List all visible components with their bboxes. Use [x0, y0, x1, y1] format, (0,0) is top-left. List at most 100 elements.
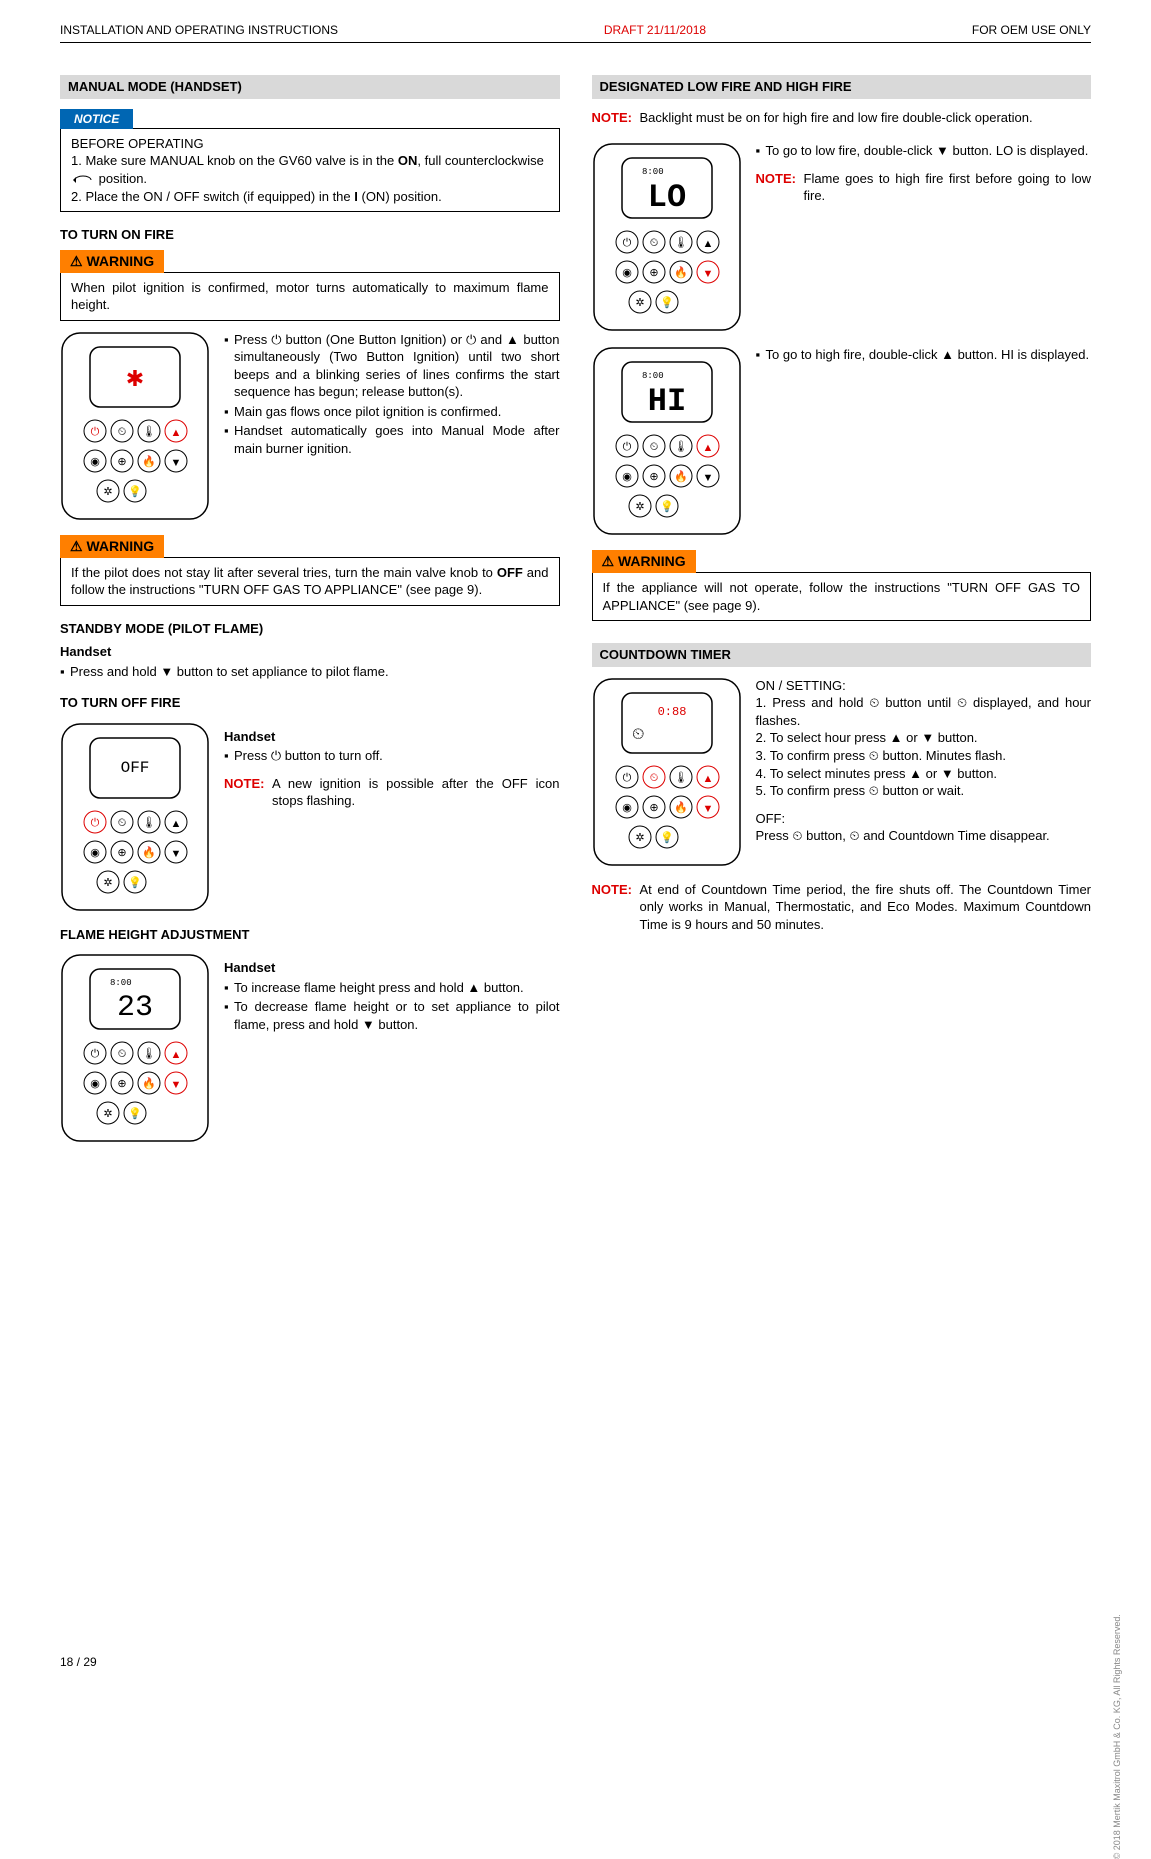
svg-text:⏻: ⏻ [91, 426, 100, 438]
svg-text:🌡: 🌡 [142, 816, 156, 829]
svg-text:🌡: 🌡 [674, 771, 688, 784]
svg-text:✲: ✲ [103, 1108, 112, 1120]
svg-text:🔥: 🔥 [142, 846, 156, 859]
countdown-note: NOTE: At end of Countdown Time period, t… [592, 881, 1092, 934]
svg-text:⊕: ⊕ [117, 456, 126, 468]
warning-label-3: WARNING [592, 550, 696, 573]
handset-label-2: Handset [224, 728, 560, 746]
svg-text:⏲: ⏲ [632, 726, 644, 743]
standby-heading: STANDBY MODE (PILOT FLAME) [60, 620, 560, 638]
svg-text:▲: ▲ [702, 773, 713, 785]
svg-text:▼: ▼ [171, 848, 182, 860]
warning-label-2: WARNING [60, 535, 164, 558]
svg-text:💡: 💡 [128, 1107, 142, 1120]
warning-box-1: When pilot ignition is confirmed, motor … [60, 272, 560, 321]
svg-text:⏲: ⏲ [649, 441, 658, 453]
svg-text:⏲: ⏲ [649, 237, 658, 249]
lohi-note: NOTE: Backlight must be on for high fire… [592, 109, 1092, 127]
svg-text:◉: ◉ [622, 267, 632, 279]
svg-text:⏲: ⏲ [649, 772, 658, 784]
svg-text:◉: ◉ [622, 471, 632, 483]
svg-text:🔥: 🔥 [674, 266, 688, 279]
svg-text:▼: ▼ [171, 1079, 182, 1091]
svg-text:8:00: 8:00 [642, 371, 664, 381]
right-column: DESIGNATED LOW FIRE AND HIGH FIRE NOTE: … [592, 75, 1092, 1157]
svg-text:🌡: 🌡 [674, 236, 688, 249]
svg-text:OFF: OFF [121, 759, 150, 777]
section-countdown: COUNTDOWN TIMER [592, 643, 1092, 667]
svg-text:💡: 💡 [660, 831, 674, 844]
remote-hi: 8:00 HI ⏻ ⏲ 🌡 ▲ ◉ ⊕ 🔥 ▼ ✲ 💡 [592, 346, 742, 536]
warning-box-3: If the appliance will not operate, follo… [592, 572, 1092, 621]
svg-text:0:88: 0:88 [657, 705, 686, 719]
svg-text:▼: ▼ [702, 472, 713, 484]
svg-text:💡: 💡 [128, 876, 142, 889]
svg-text:✲: ✲ [635, 297, 644, 309]
warning-block-1: WARNING When pilot ignition is confirmed… [60, 250, 560, 321]
svg-text:⏻: ⏻ [91, 1048, 100, 1060]
svg-text:⊕: ⊕ [649, 802, 658, 814]
turn-off-row: OFF ⏻ ⏲ 🌡 ▲ ◉ ⊕ 🔥 ▼ ✲ 💡 Handset ▪Press ⏻… [60, 722, 560, 912]
before-operating-title: BEFORE OPERATING [71, 135, 549, 153]
ignition-row: ✱ ⏻ ⏲ 🌡 ▲ ◉ ⊕ 🔥 ▼ ✲ 💡 ▪Press ⏻ button (O… [60, 331, 560, 521]
warning-box-2: If the pilot does not stay lit after sev… [60, 557, 560, 606]
svg-text:HI: HI [647, 383, 685, 420]
svg-text:⏲: ⏲ [118, 426, 127, 438]
svg-text:⊕: ⊕ [117, 847, 126, 859]
header-center: DRAFT 21/11/2018 [604, 22, 706, 38]
countdown-row: 0:88 ⏲ ⏻ ⏲ 🌡 ▲ ◉ ⊕ 🔥 ▼ ✲ 💡 ON / SETTING: [592, 677, 1092, 867]
svg-text:8:00: 8:00 [110, 978, 132, 988]
warning-block-3: WARNING If the appliance will not operat… [592, 550, 1092, 621]
remote-flame-adj: 8:00 23 ⏻ ⏲ 🌡 ▲ ◉ ⊕ 🔥 ▼ ✲ 💡 [60, 953, 210, 1143]
svg-text:⏲: ⏲ [118, 1048, 127, 1060]
turn-on-fire-heading: TO TURN ON FIRE [60, 226, 560, 244]
off-label: OFF: [756, 810, 1092, 828]
svg-text:🌡: 🌡 [674, 440, 688, 453]
svg-text:🔥: 🔥 [142, 455, 156, 468]
countdown-text: ON / SETTING: 1. Press and hold ⏲ button… [756, 677, 1092, 845]
svg-text:✲: ✲ [635, 832, 644, 844]
svg-text:◉: ◉ [90, 456, 100, 468]
low-fire-row: 8:00 LO ⏻ ⏲ 🌡 ▲ ◉ ⊕ 🔥 ▼ ✲ 💡 ▪To go to lo… [592, 142, 1092, 332]
copyright: © 2018 Mertik Maxitrol GmbH & Co. KG, Al… [1111, 1614, 1123, 1859]
svg-text:▼: ▼ [702, 268, 713, 280]
svg-text:⊕: ⊕ [649, 471, 658, 483]
svg-text:✱: ✱ [126, 366, 144, 391]
ignition-text: ▪Press ⏻ button (One Button Ignition) or… [224, 331, 560, 460]
turn-off-heading: TO TURN OFF FIRE [60, 694, 560, 712]
high-fire-row: 8:00 HI ⏻ ⏲ 🌡 ▲ ◉ ⊕ 🔥 ▼ ✲ 💡 ▪To go to hi… [592, 346, 1092, 536]
notice-label: NOTICE [60, 109, 133, 129]
flame-adj-text: Handset ▪To increase flame height press … [224, 953, 560, 1035]
svg-text:⏻: ⏻ [622, 441, 631, 453]
svg-text:✲: ✲ [103, 877, 112, 889]
standby-bullet: ▪Press and hold ▼ button to set applianc… [60, 663, 560, 681]
section-low-high: DESIGNATED LOW FIRE AND HIGH FIRE [592, 75, 1092, 99]
turn-off-text: Handset ▪Press ⏻ button to turn off. NOT… [224, 722, 560, 810]
ccw-arrow-icon [71, 174, 95, 186]
svg-text:🌡: 🌡 [142, 1047, 156, 1060]
svg-text:🔥: 🔥 [674, 801, 688, 814]
header-right: FOR OEM USE ONLY [972, 22, 1091, 38]
svg-text:▼: ▼ [171, 457, 182, 469]
notice-block: NOTICE BEFORE OPERATING 1. Make sure MAN… [60, 109, 560, 212]
left-column: MANUAL MODE (HANDSET) NOTICE BEFORE OPER… [60, 75, 560, 1157]
svg-text:💡: 💡 [128, 485, 142, 498]
svg-text:✲: ✲ [635, 501, 644, 513]
svg-text:⏲: ⏲ [118, 817, 127, 829]
svg-text:✲: ✲ [103, 486, 112, 498]
svg-text:▲: ▲ [171, 1049, 182, 1061]
svg-text:⊕: ⊕ [649, 267, 658, 279]
warning-label-1: WARNING [60, 250, 164, 273]
before-op-1: 1. Make sure MANUAL knob on the GV60 val… [71, 152, 549, 187]
page-header: INSTALLATION AND OPERATING INSTRUCTIONS … [60, 22, 1091, 43]
remote-ignition: ✱ ⏻ ⏲ 🌡 ▲ ◉ ⊕ 🔥 ▼ ✲ 💡 [60, 331, 210, 521]
svg-text:▲: ▲ [702, 442, 713, 454]
onsetting-label: ON / SETTING: [756, 677, 1092, 695]
remote-timer: 0:88 ⏲ ⏻ ⏲ 🌡 ▲ ◉ ⊕ 🔥 ▼ ✲ 💡 [592, 677, 742, 867]
warning-block-2: WARNING If the pilot does not stay lit a… [60, 535, 560, 606]
remote-lo: 8:00 LO ⏻ ⏲ 🌡 ▲ ◉ ⊕ 🔥 ▼ ✲ 💡 [592, 142, 742, 332]
svg-text:▲: ▲ [702, 238, 713, 250]
svg-text:◉: ◉ [90, 847, 100, 859]
low-fire-text: ▪To go to low fire, double-click ▼ butto… [756, 142, 1092, 205]
svg-text:💡: 💡 [660, 296, 674, 309]
